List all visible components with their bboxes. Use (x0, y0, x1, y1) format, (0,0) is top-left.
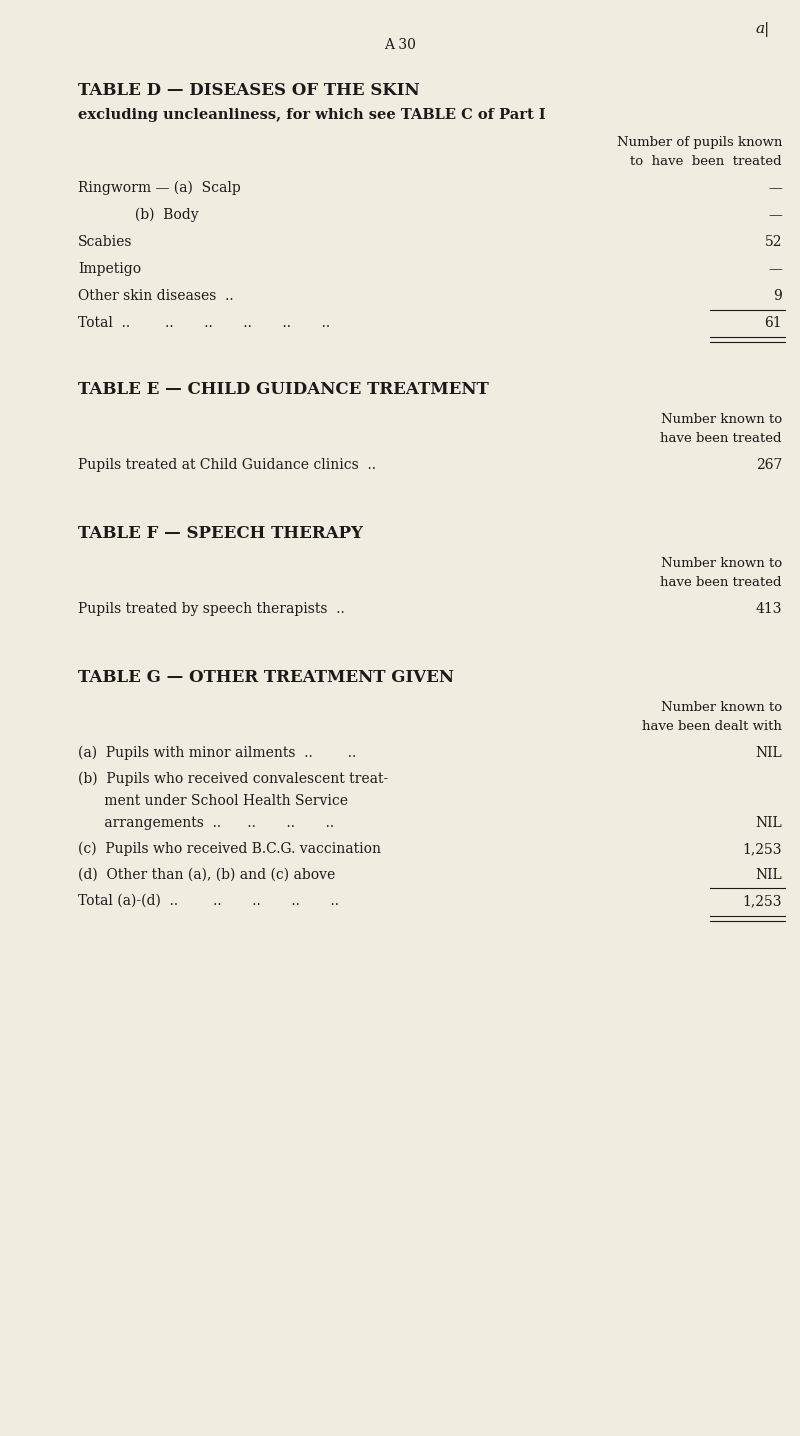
Text: arrangements  ..      ..       ..       ..: arrangements .. .. .. .. (78, 816, 334, 830)
Text: Pupils treated by speech therapists  ..: Pupils treated by speech therapists .. (78, 602, 345, 616)
Text: ment under School Health Service: ment under School Health Service (78, 794, 348, 808)
Text: 61: 61 (764, 316, 782, 330)
Text: TABLE E — CHILD GUIDANCE TREATMENT: TABLE E — CHILD GUIDANCE TREATMENT (78, 381, 489, 398)
Text: 267: 267 (756, 458, 782, 472)
Text: 1,253: 1,253 (742, 841, 782, 856)
Text: NIL: NIL (755, 867, 782, 882)
Text: NIL: NIL (755, 745, 782, 760)
Text: A 30: A 30 (384, 37, 416, 52)
Text: —: — (768, 208, 782, 223)
Text: have been treated: have been treated (661, 576, 782, 589)
Text: Total (a)-(d)  ..        ..       ..       ..       ..: Total (a)-(d) .. .. .. .. .. (78, 895, 339, 908)
Text: excluding uncleanliness, for which see TABLE C of Part I: excluding uncleanliness, for which see T… (78, 108, 546, 122)
Text: Impetigo: Impetigo (78, 261, 141, 276)
Text: —: — (768, 181, 782, 195)
Text: Total  ..        ..       ..       ..       ..       ..: Total .. .. .. .. .. .. (78, 316, 330, 330)
Text: TABLE F — SPEECH THERAPY: TABLE F — SPEECH THERAPY (78, 526, 363, 541)
Text: (b)  Body: (b) Body (78, 208, 198, 223)
Text: 52: 52 (765, 236, 782, 248)
Text: a|: a| (755, 22, 770, 37)
Text: 413: 413 (755, 602, 782, 616)
Text: TABLE D — DISEASES OF THE SKIN: TABLE D — DISEASES OF THE SKIN (78, 82, 420, 99)
Text: (d)  Other than (a), (b) and (c) above: (d) Other than (a), (b) and (c) above (78, 867, 335, 882)
Text: Pupils treated at Child Guidance clinics  ..: Pupils treated at Child Guidance clinics… (78, 458, 376, 472)
Text: to  have  been  treated: to have been treated (630, 155, 782, 168)
Text: Number of pupils known: Number of pupils known (617, 136, 782, 149)
Text: 9: 9 (774, 289, 782, 303)
Text: Number known to: Number known to (661, 701, 782, 714)
Text: —: — (768, 261, 782, 276)
Text: Other skin diseases  ..: Other skin diseases .. (78, 289, 234, 303)
Text: 1,253: 1,253 (742, 895, 782, 908)
Text: Ringworm — (a)  Scalp: Ringworm — (a) Scalp (78, 181, 241, 195)
Text: (c)  Pupils who received B.C.G. vaccination: (c) Pupils who received B.C.G. vaccinati… (78, 841, 381, 856)
Text: TABLE G — OTHER TREATMENT GIVEN: TABLE G — OTHER TREATMENT GIVEN (78, 669, 454, 686)
Text: Number known to: Number known to (661, 414, 782, 426)
Text: have been treated: have been treated (661, 432, 782, 445)
Text: have been dealt with: have been dealt with (642, 719, 782, 732)
Text: (b)  Pupils who received convalescent treat-: (b) Pupils who received convalescent tre… (78, 773, 388, 787)
Text: Scabies: Scabies (78, 236, 133, 248)
Text: (a)  Pupils with minor ailments  ..        ..: (a) Pupils with minor ailments .. .. (78, 745, 356, 761)
Text: Number known to: Number known to (661, 557, 782, 570)
Text: NIL: NIL (755, 816, 782, 830)
